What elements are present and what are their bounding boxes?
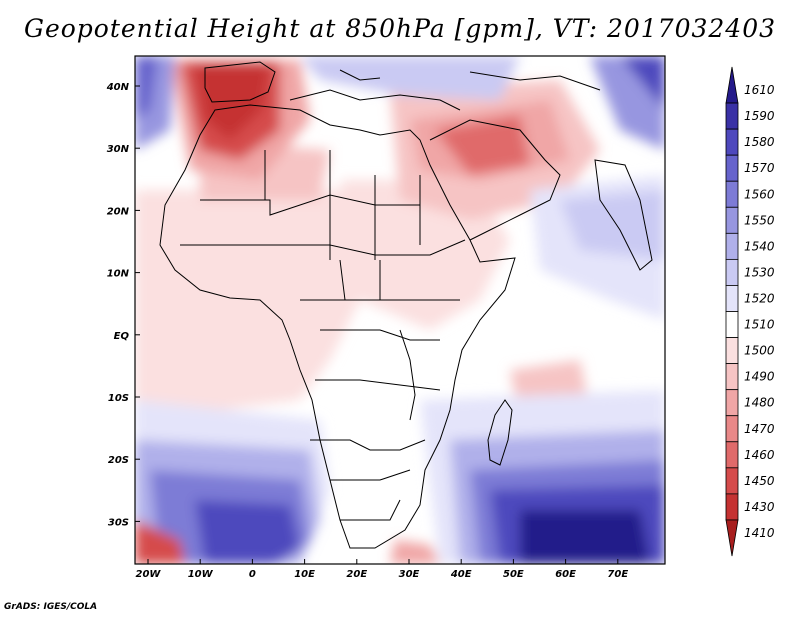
colorbar-segment (725, 493, 739, 521)
lon-tick-label: 40E (450, 569, 472, 580)
latitude-axis: 40N 30N 20N 10N EQ 10S 20S 30S (106, 82, 140, 528)
lat-tick-label: 20N (107, 206, 130, 217)
colorbar-segment (725, 206, 739, 234)
colorbar-segment (725, 128, 739, 156)
lon-tick-label: 70E (607, 569, 628, 580)
lat-tick-label: 30S (108, 517, 129, 528)
colorbar-level-label: 1520 (744, 291, 775, 305)
lon-tick-label: 20E (346, 569, 367, 580)
colorbar-level-label: 1450 (744, 474, 775, 488)
colorbar: 1610 1590 1580 1570 1560 1550 1540 1530 1520 1510… (725, 66, 775, 557)
lat-tick-label: 10N (107, 269, 130, 280)
lat-tick-label: 20S (108, 455, 129, 466)
colorbar-level-label: 1610 (744, 83, 775, 97)
colorbar-segment (725, 363, 739, 391)
colorbar-segment (725, 337, 739, 365)
colorbar-segment (725, 467, 739, 495)
colorbar-segment (725, 66, 739, 104)
lat-tick-label: 10S (108, 393, 129, 404)
colorbar-segment (725, 311, 739, 338)
lon-tick-label: 50E (503, 569, 524, 580)
colorbar-segment (725, 232, 739, 260)
page-title: Geopotential Height at 850hPa [gpm], VT:… (23, 14, 777, 43)
colorbar-level-label: 1480 (744, 396, 775, 410)
colorbar-level-label: 1470 (744, 422, 775, 436)
lon-tick-label: 10W (188, 569, 214, 580)
height-field (135, 56, 665, 564)
colorbar-segment (725, 415, 739, 443)
colorbar-level-label: 1580 (744, 135, 775, 149)
colorbar-segment (725, 154, 739, 182)
colorbar-level-label: 1590 (744, 109, 775, 123)
colorbar-segment (725, 180, 739, 208)
colorbar-segment (725, 519, 739, 557)
colorbar-segment (725, 285, 739, 312)
colorbar-level-label: 1560 (744, 187, 775, 201)
lat-tick-label: 40N (106, 82, 130, 93)
colorbar-level-label: 1410 (744, 526, 775, 540)
colorbar-level-label: 1550 (744, 213, 775, 227)
lon-tick-label: 60E (555, 569, 576, 580)
lon-tick-label: 10E (294, 569, 315, 580)
colorbar-level-label: 1430 (744, 500, 775, 514)
colorbar-level-label: 1500 (744, 344, 775, 358)
map-frame (134, 55, 666, 565)
colorbar-segment (725, 389, 739, 417)
lat-tick-label: 30N (107, 144, 130, 155)
colorbar-segment (725, 102, 739, 130)
credit-label: GrADS: IGES/COLA (4, 602, 98, 612)
colorbar-level-label: 1530 (744, 265, 775, 279)
lon-tick-label: 0 (249, 569, 256, 580)
lat-tick-label: EQ (114, 331, 130, 342)
lon-tick-label: 20W (136, 569, 162, 580)
colorbar-level-label: 1490 (744, 370, 775, 384)
coastlines (159, 61, 653, 549)
colorbar-segment (725, 441, 739, 469)
colorbar-level-label: 1510 (744, 318, 775, 332)
longitude-axis: 20W 10W 0 10E 20E 30E 40E 50E 60E 70E (136, 559, 628, 580)
lon-tick-label: 30E (399, 569, 420, 580)
colorbar-level-label: 1460 (744, 448, 775, 462)
colorbar-level-label: 1540 (744, 239, 775, 253)
colorbar-level-label: 1570 (744, 161, 775, 175)
colorbar-segment (725, 258, 739, 286)
